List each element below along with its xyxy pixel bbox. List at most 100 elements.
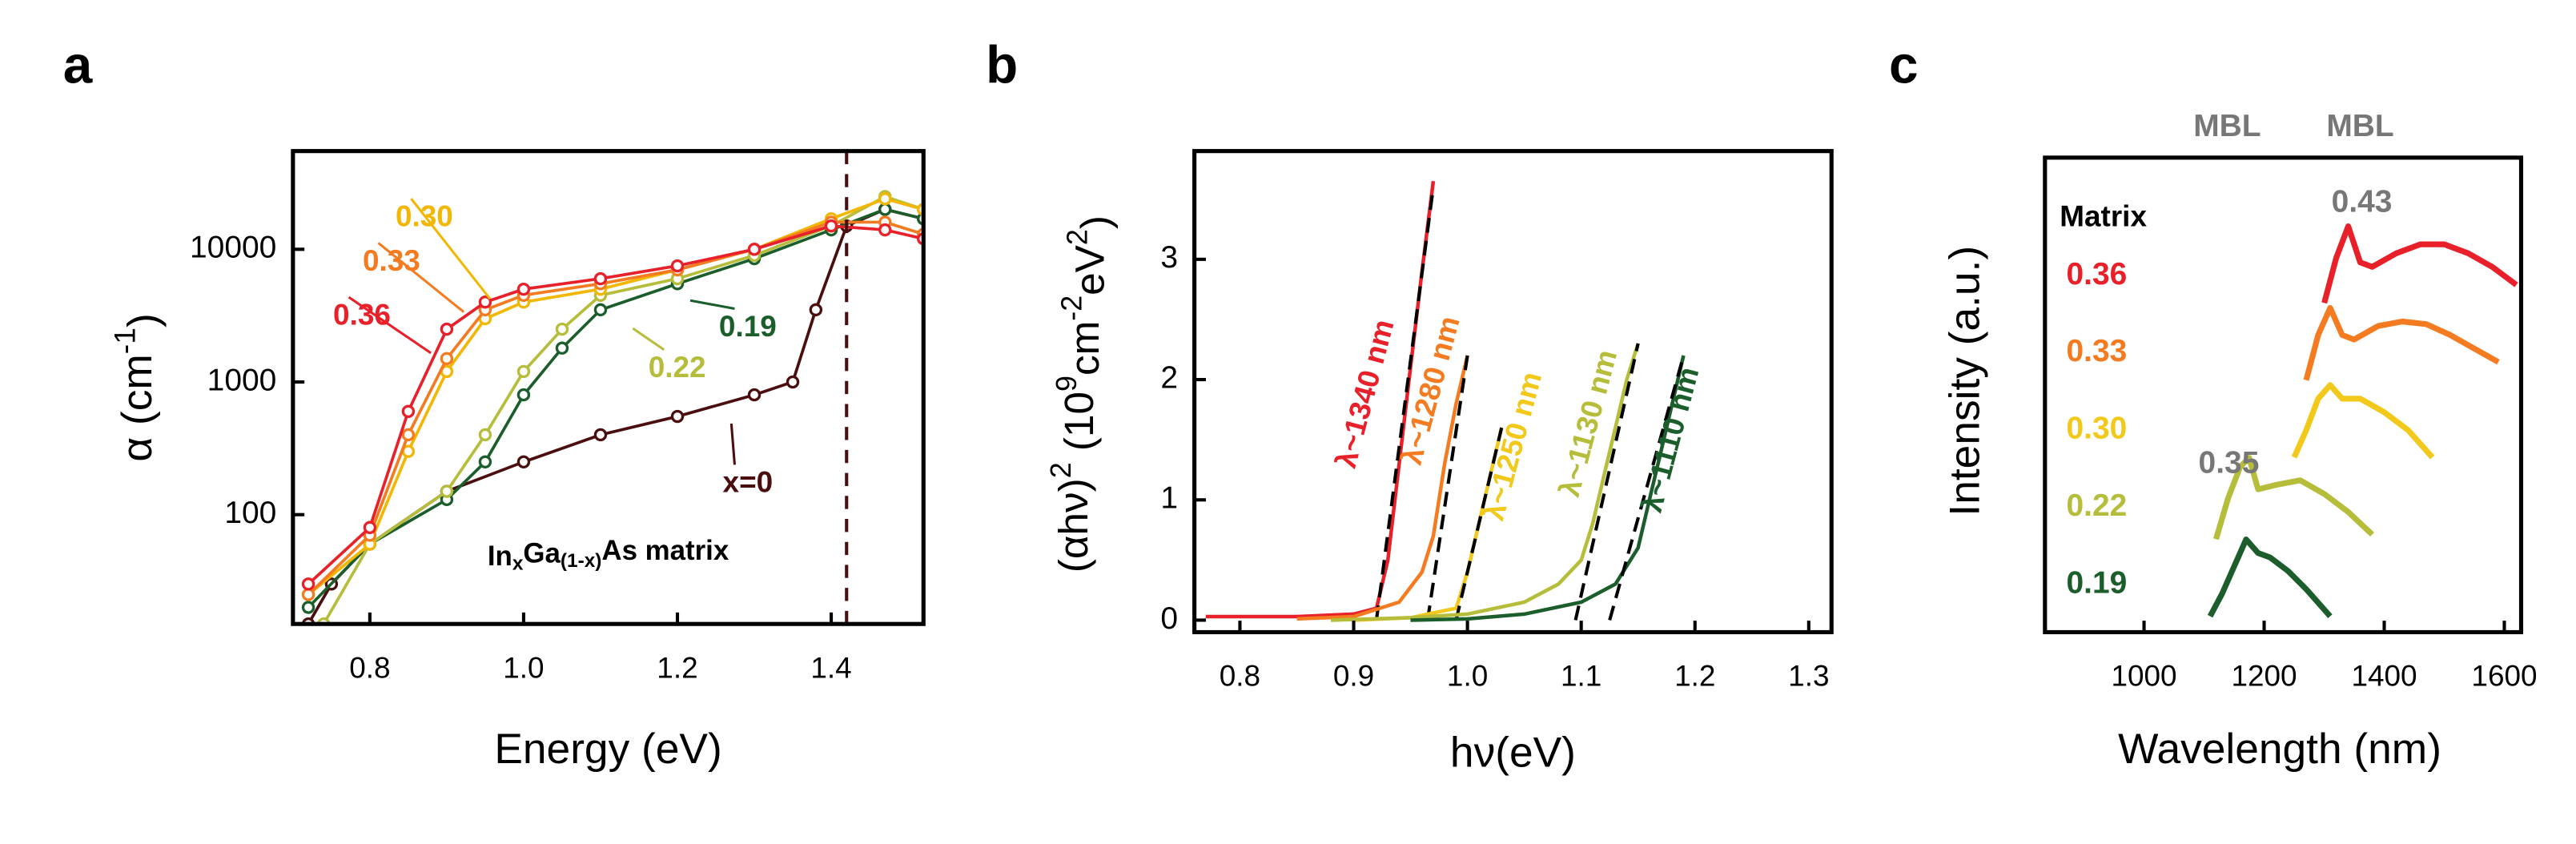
data-point <box>670 259 685 273</box>
text-part: 9 <box>1051 376 1083 392</box>
series-label: 0.22 <box>649 351 706 384</box>
fit-line <box>1454 427 1504 621</box>
data-point <box>670 409 685 424</box>
data-point <box>440 484 454 498</box>
x-tick-label: 1.2 <box>1674 660 1715 693</box>
y-tick-label: 0 <box>1160 601 1178 636</box>
text-part: cm <box>1061 321 1107 376</box>
data-point <box>478 428 492 442</box>
data-point <box>786 375 800 389</box>
data-point <box>516 388 531 402</box>
spectrum-line <box>2207 537 2333 618</box>
text-part: eV <box>1067 245 1112 295</box>
y-tick-label: 10000 <box>190 231 276 265</box>
data-point <box>363 520 377 534</box>
data-point <box>516 283 531 296</box>
y-tick-label: 2 <box>1160 360 1178 395</box>
data-point <box>401 428 416 442</box>
text-part: Ga <box>523 538 561 569</box>
y-axis-label: α (cm-1) <box>107 313 167 461</box>
x-tick-label: 1.3 <box>1788 660 1829 693</box>
legend-label: 0.36 <box>2066 257 2127 291</box>
plot-frame <box>1192 149 1834 635</box>
legend-label: 0.19 <box>2066 565 2127 600</box>
text-part: x <box>512 553 524 575</box>
panel-letter: c <box>1889 35 1919 94</box>
spectrum-line <box>2291 382 2435 460</box>
plot-frame <box>2043 155 2524 635</box>
data-point <box>809 303 823 317</box>
x-axis-label: Wavelength (nm) <box>2118 725 2441 773</box>
data-point <box>593 428 608 442</box>
panel-letter: b <box>986 35 1018 94</box>
y-axis-label: Intensity (a.u.) <box>1942 246 1989 516</box>
fit-line <box>1573 343 1640 621</box>
x-tick-label: 1600 <box>2471 660 2537 693</box>
data-point <box>593 303 608 317</box>
x-tick-label: 1.4 <box>810 651 851 684</box>
x-tick-label: 1.1 <box>1561 660 1601 693</box>
label-leader <box>729 423 736 465</box>
data-point <box>555 322 569 336</box>
text-part: (10 <box>1055 392 1101 462</box>
fit-line <box>1374 187 1436 621</box>
data-point <box>593 271 608 286</box>
x-tick-label: 1400 <box>2351 660 2417 693</box>
data-point <box>747 243 762 256</box>
spectrum-line <box>2303 304 2500 381</box>
legend-label: 0.33 <box>2066 334 2127 368</box>
x-tick-label: 0.8 <box>349 651 390 684</box>
text-part: -1 <box>107 328 141 354</box>
text-part: 2 <box>1045 462 1077 478</box>
series-label: λ~1130 nm <box>1553 346 1623 500</box>
data-point <box>878 223 892 237</box>
text-part: (1-x) <box>561 551 602 573</box>
series-line <box>1410 355 1686 622</box>
text-part: -2 <box>1056 295 1088 321</box>
x-tick-label: 1200 <box>2231 660 2297 693</box>
x-tick-label: 1.0 <box>1447 660 1488 693</box>
series-label: λ~1340 nm <box>1329 315 1401 471</box>
series-label: λ~1110 nm <box>1635 364 1706 516</box>
label-leader <box>377 242 465 313</box>
series-line <box>307 197 924 596</box>
y-tick-label: 1 <box>1160 481 1178 516</box>
top-label: MBL <box>2326 109 2393 143</box>
series-line <box>1330 343 1640 622</box>
spectrum-line <box>2213 455 2374 541</box>
data-point <box>440 322 454 336</box>
text-part: α (cm <box>114 354 161 461</box>
peak-label: 0.43 <box>2332 185 2393 219</box>
x-tick-label: 0.9 <box>1333 660 1374 693</box>
data-point <box>878 203 892 216</box>
data-point <box>878 192 892 206</box>
x-tick-label: 0.8 <box>1220 660 1260 693</box>
legend-label: 0.30 <box>2066 412 2127 446</box>
legend-label: 0.22 <box>2066 488 2127 523</box>
series-label: λ~1250 nm <box>1477 368 1548 524</box>
data-point <box>301 588 315 601</box>
label-leader <box>689 299 735 311</box>
text-part: ) <box>119 313 167 328</box>
panel-letter: a <box>63 35 93 94</box>
text-part: 2 <box>1062 229 1094 245</box>
text-part: ) <box>1072 215 1118 229</box>
plot-frame <box>291 149 926 626</box>
data-point <box>440 352 454 366</box>
data-point <box>301 601 315 614</box>
x-tick-label: 1.2 <box>657 651 697 684</box>
data-point <box>478 455 492 468</box>
series-label: 0.36 <box>333 299 391 332</box>
top-label: MBL <box>2193 109 2261 143</box>
y-tick-label: 1000 <box>207 363 277 397</box>
x-tick-label: 1.0 <box>503 651 544 684</box>
x-axis-label: Energy (eV) <box>494 725 721 773</box>
x-axis-label: hν(eV) <box>1450 729 1576 776</box>
y-tick-label: 100 <box>224 496 276 530</box>
text-part: (αhν) <box>1051 478 1096 573</box>
x-tick-label: 1000 <box>2111 660 2176 693</box>
data-point <box>478 295 492 309</box>
text-part: As matrix <box>601 535 729 566</box>
